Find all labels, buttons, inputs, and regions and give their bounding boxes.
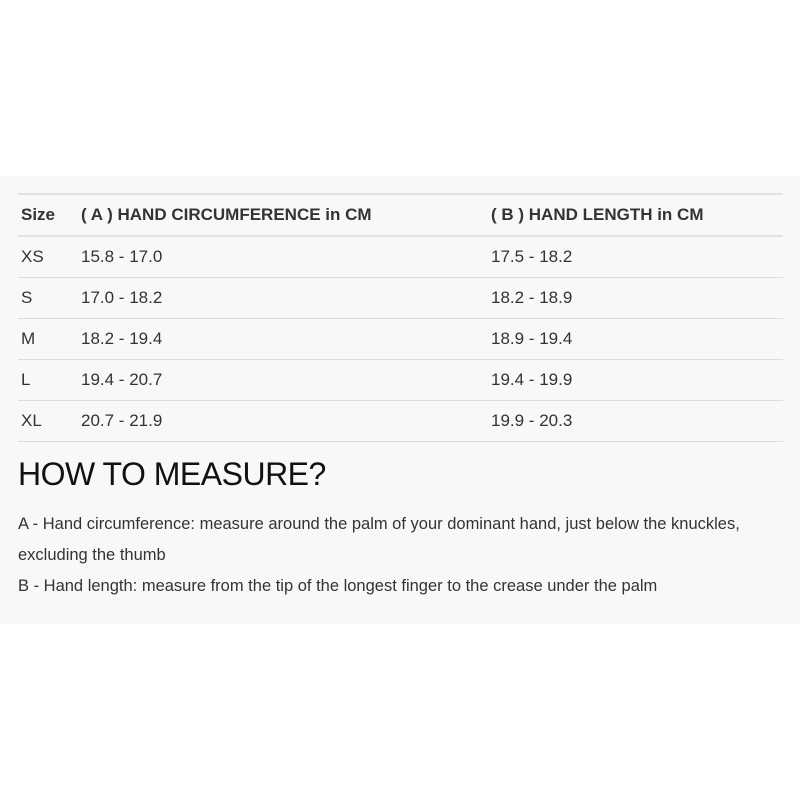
header-size: Size <box>18 193 81 237</box>
size-chart-panel: Size ( A ) HAND CIRCUMFERENCE in CM ( B … <box>0 176 800 624</box>
circumference-cell: 19.4 - 20.7 <box>81 359 491 401</box>
header-circumference: ( A ) HAND CIRCUMFERENCE in CM <box>81 193 491 237</box>
size-cell: S <box>18 277 81 319</box>
circumference-cell: 18.2 - 19.4 <box>81 318 491 360</box>
length-cell: 18.9 - 19.4 <box>491 318 783 360</box>
size-cell: L <box>18 359 81 401</box>
table-row: XL 20.7 - 21.9 19.9 - 20.3 <box>18 400 783 442</box>
table-row: S 17.0 - 18.2 18.2 - 18.9 <box>18 277 783 319</box>
size-table: Size ( A ) HAND CIRCUMFERENCE in CM ( B … <box>18 193 783 442</box>
header-length: ( B ) HAND LENGTH in CM <box>491 193 783 237</box>
table-row: M 18.2 - 19.4 18.9 - 19.4 <box>18 318 783 360</box>
size-cell: XL <box>18 400 81 442</box>
size-cell: M <box>18 318 81 360</box>
length-cell: 19.4 - 19.9 <box>491 359 783 401</box>
table-row: L 19.4 - 20.7 19.4 - 19.9 <box>18 359 783 401</box>
instruction-a: A - Hand circumference: measure around t… <box>18 515 740 564</box>
length-cell: 18.2 - 18.9 <box>491 277 783 319</box>
instruction-b: B - Hand length: measure from the tip of… <box>18 577 658 595</box>
table-row: XS 15.8 - 17.0 17.5 - 18.2 <box>18 236 783 278</box>
circumference-cell: 15.8 - 17.0 <box>81 236 491 278</box>
circumference-cell: 20.7 - 21.9 <box>81 400 491 442</box>
how-to-measure-heading: HOW TO MEASURE? <box>18 456 326 492</box>
size-cell: XS <box>18 236 81 278</box>
length-cell: 17.5 - 18.2 <box>491 236 783 278</box>
circumference-cell: 17.0 - 18.2 <box>81 277 491 319</box>
table-header-row: Size ( A ) HAND CIRCUMFERENCE in CM ( B … <box>18 193 783 237</box>
length-cell: 19.9 - 20.3 <box>491 400 783 442</box>
measure-instructions: A - Hand circumference: measure around t… <box>18 509 788 602</box>
